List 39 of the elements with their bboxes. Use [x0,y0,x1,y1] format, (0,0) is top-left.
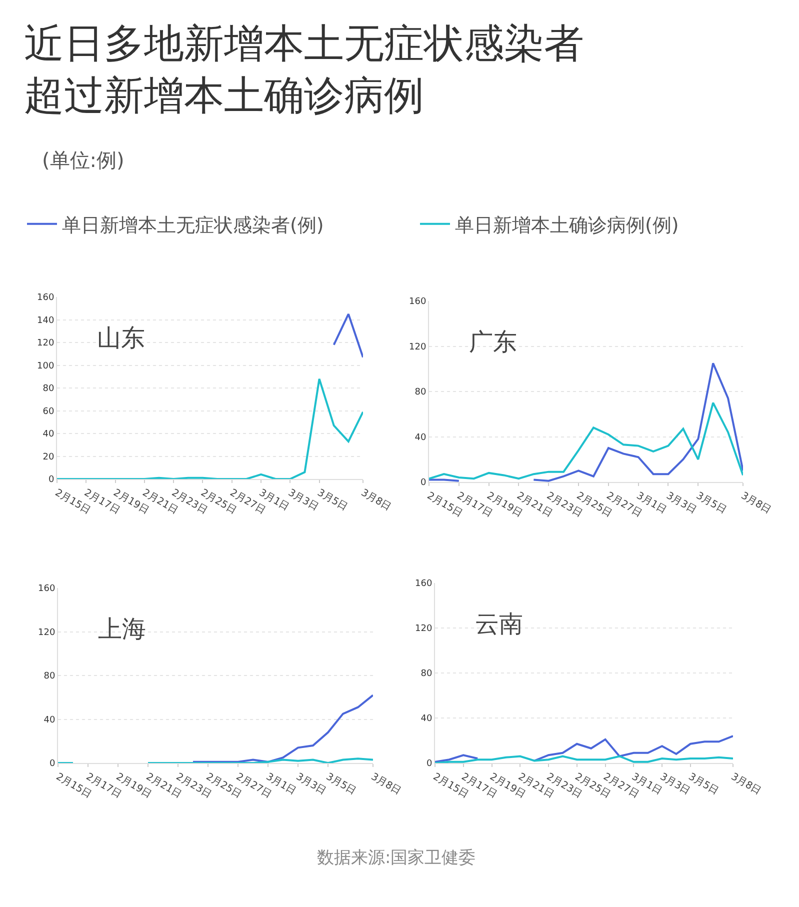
text: 山东 [97,324,145,352]
y-tick-label: 100 [37,361,54,372]
y-tick-label: 160 [415,579,432,590]
y-tick-label: 20 [42,452,54,462]
legend-label: 单日新增本土确诊病例(例) [455,214,679,236]
y-tick-label: 120 [409,342,426,352]
text: 云南 [475,610,523,638]
text: (单位:例) [42,148,124,172]
text: 广东 [469,328,517,356]
y-tick-label: 40 [44,715,56,726]
y-tick-label: 40 [420,714,432,724]
y-tick-label: 80 [42,384,54,394]
y-tick-label: 0 [48,475,54,486]
y-tick-label: 160 [37,293,54,304]
y-tick-label: 120 [37,338,54,349]
text: 上海 [98,615,146,643]
y-tick-label: 60 [42,406,54,417]
y-tick-label: 140 [37,316,54,326]
line-series [429,402,743,480]
y-tick-label: 80 [414,388,426,398]
text: 近日多地新增本土无症状感染者超过新增本土确诊病例 [24,21,584,119]
x-tick-label: 3月8日 [729,771,763,798]
x-tick-label: 3月8日 [739,490,773,516]
x-tick-label: 3月8日 [369,771,403,798]
y-tick-label: 0 [426,759,432,770]
y-tick-label: 160 [38,584,56,594]
y-tick-label: 0 [420,478,426,488]
y-tick-label: 40 [42,430,54,440]
x-tick-label: 3月8日 [359,487,393,514]
y-tick-label: 120 [38,628,56,638]
y-tick-label: 80 [44,672,56,682]
y-tick-label: 40 [414,432,426,443]
y-tick-label: 120 [415,624,432,634]
y-tick-label: 80 [420,669,432,680]
legend-label: 单日新增本土无症状感染者(例) [62,214,324,236]
y-tick-label: 160 [409,297,426,308]
source-note: 数据来源:国家卫健委 [317,848,476,868]
line-series [192,694,373,763]
y-tick-label: 0 [49,759,56,770]
